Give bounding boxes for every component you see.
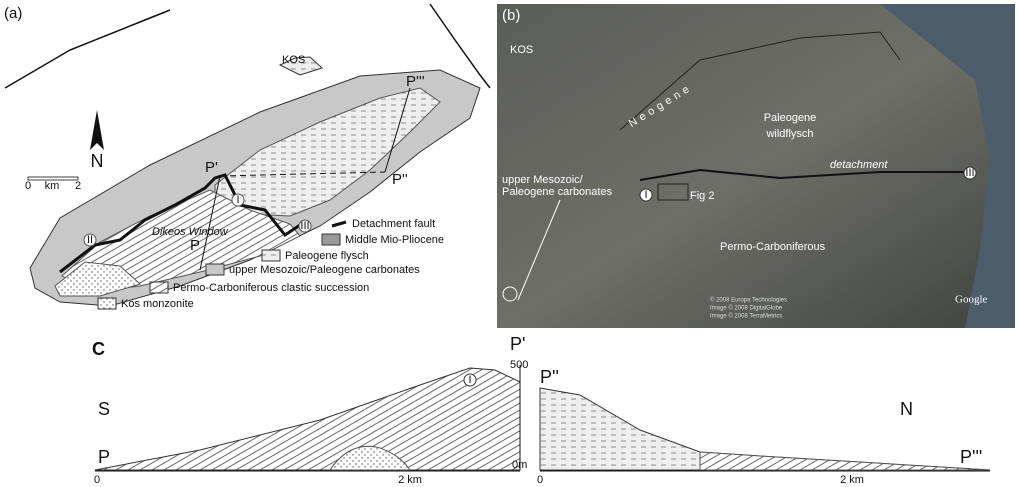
- direction-label: N: [900, 399, 913, 419]
- panel-label: (a): [4, 5, 22, 22]
- point-label: P'': [392, 171, 408, 188]
- legend-swatch: [262, 250, 280, 261]
- legend-label: upper Mesozoic/Paleogene carbonates: [229, 264, 420, 276]
- place-label: KOS: [510, 44, 533, 56]
- legend-swatch: [150, 282, 168, 293]
- elevation-label: 500: [510, 359, 528, 371]
- elevation-label: 0m: [512, 459, 527, 471]
- satellite-image: [497, 4, 1015, 328]
- unit-label: II: [87, 234, 93, 246]
- unit-label: upper Mesozoic/: [502, 174, 584, 186]
- area-label: Dikeos Window: [152, 226, 229, 238]
- north-label: N: [91, 151, 104, 171]
- panel-a: (a) KOS P''' P'' P' P I II III Dikeos Wi…: [4, 4, 490, 310]
- panel-c: C S N I P P' P'' P''' 500 0m 0 2 km 0 2 …: [92, 334, 990, 486]
- distance-label: 2 km: [840, 474, 864, 486]
- legend-swatch: [332, 222, 346, 226]
- legend-swatch: [322, 234, 340, 245]
- point-label: P''': [406, 73, 425, 90]
- scale-label: 2: [75, 180, 81, 192]
- legend-swatch: [206, 264, 224, 275]
- unit-label: I: [644, 189, 647, 201]
- panel-label: C: [92, 339, 105, 359]
- direction-label: S: [98, 399, 110, 419]
- point-label: P''': [960, 447, 982, 467]
- structure-label: detachment: [830, 159, 888, 171]
- point-label: P': [510, 334, 525, 354]
- unit-label: Paleogene: [764, 112, 817, 124]
- credit: Image © 2008 DigitalGlobe: [710, 305, 783, 312]
- profile-left: [95, 368, 520, 470]
- distance-label: 0: [94, 474, 100, 486]
- unit-label: Permo-Carboniferous: [720, 241, 826, 253]
- legend-label: Middle Mio-Pliocene: [345, 234, 444, 246]
- unit-label: I: [468, 374, 471, 386]
- unit-label: wildflysch: [765, 128, 813, 140]
- panel-b: (b) KOS Neogene Paleogene wildflysch det…: [497, 4, 1015, 328]
- island-label: KOS: [282, 54, 305, 66]
- scale-label: 0: [25, 180, 31, 192]
- unit-label: Paleogene carbonates: [502, 186, 613, 198]
- logo: Google: [955, 294, 988, 306]
- scale-label: km: [45, 180, 60, 192]
- point-label: P: [98, 447, 110, 467]
- distance-label: 2 km: [398, 474, 422, 486]
- legend-label: Detachment fault: [352, 218, 435, 230]
- point-label: P'': [540, 367, 559, 387]
- figure: (a) KOS P''' P'' P' P I II III Dikeos Wi…: [0, 0, 1019, 487]
- point-label: P: [190, 237, 200, 254]
- unit-label: III: [300, 220, 309, 232]
- credit: © 2008 Europa Technologies: [710, 297, 787, 304]
- legend-label: Permo-Carboniferous clastic succession: [173, 282, 369, 294]
- panel-label: (b): [502, 7, 520, 24]
- distance-label: 0: [537, 474, 543, 486]
- unit-label: III: [965, 167, 974, 179]
- legend-swatch: [98, 298, 116, 309]
- figure-ref: Fig 2: [690, 190, 714, 202]
- coastline: [5, 10, 170, 88]
- legend-label: Paleogene flysch: [285, 250, 369, 262]
- unit-label: I: [236, 194, 239, 206]
- point-label: P': [205, 159, 218, 176]
- north-arrow: [90, 110, 104, 150]
- permo-section: [700, 452, 990, 470]
- legend-label: Kos monzonite: [121, 298, 194, 310]
- credit: Image © 2008 TerraMetrics: [710, 313, 782, 320]
